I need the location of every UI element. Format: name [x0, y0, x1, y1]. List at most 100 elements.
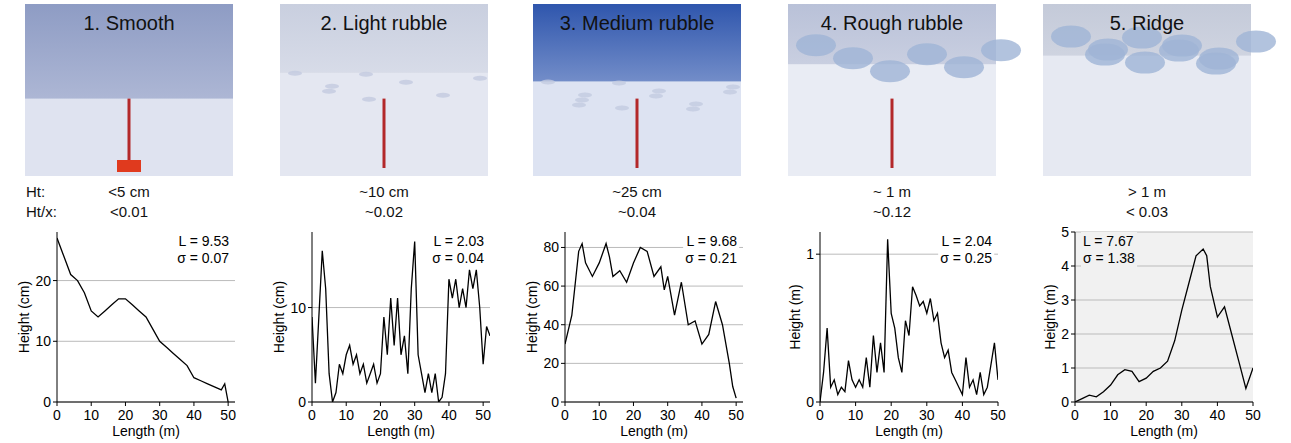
plot-background	[1075, 232, 1253, 402]
tick	[414, 402, 415, 406]
photo-ice	[575, 97, 589, 102]
grid-line	[1075, 402, 1253, 403]
stats: L = 9.68σ = 0.21	[683, 232, 739, 267]
stats-background	[175, 232, 231, 267]
photo-ice	[399, 80, 413, 85]
x-axis	[565, 402, 743, 403]
tick-label: 20	[118, 407, 134, 423]
x-axis	[1075, 402, 1253, 403]
y-axis	[1075, 232, 1076, 402]
measure: > 1 m	[1128, 183, 1166, 200]
photo-ice	[652, 88, 666, 93]
profile-line	[312, 241, 490, 402]
tick	[1071, 266, 1075, 267]
photo-ice	[572, 102, 586, 107]
tick	[57, 402, 58, 406]
tick	[816, 254, 820, 255]
tick-label: 4	[1061, 258, 1069, 274]
y-axis	[565, 232, 566, 402]
photo-ice	[723, 89, 737, 94]
photo-ice	[541, 79, 555, 84]
tick	[1071, 300, 1075, 301]
grid-line	[820, 402, 998, 403]
photo-ice	[689, 101, 703, 106]
tick-label: 10	[35, 333, 51, 349]
tick-label: 5	[1061, 224, 1069, 240]
stats-background	[938, 232, 994, 267]
photo-pole	[128, 99, 131, 168]
stat-label: σ = 1.38	[1083, 250, 1135, 266]
photo-ice	[686, 106, 700, 111]
measure: <0.01	[110, 203, 148, 220]
tick-label: 30	[660, 407, 676, 423]
stat-label: L = 2.03	[434, 233, 485, 249]
tick-label: 80	[543, 239, 559, 255]
tick-label: 50	[475, 407, 491, 423]
tick	[599, 402, 600, 406]
tick-label: 0	[53, 407, 61, 423]
tick-label: 10	[1103, 407, 1119, 423]
tick-label: 3	[1061, 292, 1069, 308]
tick	[633, 402, 634, 406]
photo-sky	[788, 4, 996, 176]
stats-background	[683, 232, 739, 267]
grid-line	[1075, 368, 1253, 369]
photo	[533, 4, 741, 176]
grid-line	[57, 402, 235, 403]
photo-ice	[473, 76, 487, 81]
tick-label: 0	[551, 394, 559, 410]
tick	[565, 402, 566, 406]
tick	[308, 402, 312, 403]
grid-line	[1075, 300, 1253, 301]
y-axis	[57, 232, 58, 402]
tick	[53, 341, 57, 342]
tick	[1071, 334, 1075, 335]
stats: L = 2.04σ = 0.25	[938, 232, 994, 267]
photo-ice	[726, 84, 740, 89]
tick-label: 30	[152, 407, 168, 423]
tick	[483, 402, 484, 406]
x-axis	[820, 402, 998, 403]
grid-line	[312, 402, 490, 403]
stats: L = 2.03σ = 0.04	[430, 232, 486, 267]
panel: 1. Smooth<5 cm<0.010102001020304050Lengt…	[16, 4, 236, 439]
photo-ice	[907, 43, 947, 65]
stat-label: σ = 0.21	[685, 250, 737, 266]
stats: L = 7.67σ = 1.38	[1081, 232, 1137, 267]
photo-ice	[1236, 31, 1276, 53]
stat-label: L = 7.67	[1083, 233, 1134, 249]
tick	[561, 402, 565, 403]
measure: <5 cm	[108, 183, 149, 200]
panel: 3. Medium rubble~25 cm~0.040204060800102…	[524, 4, 744, 439]
tick	[125, 402, 126, 406]
measure: ~10 cm	[359, 183, 409, 200]
x-axis-title: Length (m)	[112, 423, 180, 439]
tick-label: 50	[990, 407, 1006, 423]
grid-line	[565, 363, 743, 364]
photo-ice	[288, 71, 302, 76]
tick	[1253, 402, 1254, 406]
photo-snow	[533, 81, 741, 176]
tick	[380, 402, 381, 406]
grid-line	[57, 341, 235, 342]
photo-ice	[615, 105, 629, 110]
stat-label: L = 9.68	[687, 233, 738, 249]
tick-label: 0	[561, 407, 569, 423]
tick	[667, 402, 668, 406]
photo-ice	[612, 80, 626, 85]
tick-label: 10	[591, 407, 607, 423]
stat-label: σ = 0.04	[432, 250, 484, 266]
photo-ice	[833, 47, 873, 69]
x-axis-title: Length (m)	[620, 423, 688, 439]
y-axis-title: Height (cm)	[524, 281, 540, 353]
photo-ice	[981, 39, 1021, 61]
photo-ice	[796, 34, 836, 56]
photo-ice	[578, 92, 592, 97]
tick	[1071, 232, 1075, 233]
photo-flag	[117, 160, 141, 172]
tick	[312, 402, 313, 406]
grid-line	[1075, 334, 1253, 335]
tick	[159, 402, 160, 406]
tick	[228, 402, 229, 406]
tick-label: 10	[290, 300, 306, 316]
